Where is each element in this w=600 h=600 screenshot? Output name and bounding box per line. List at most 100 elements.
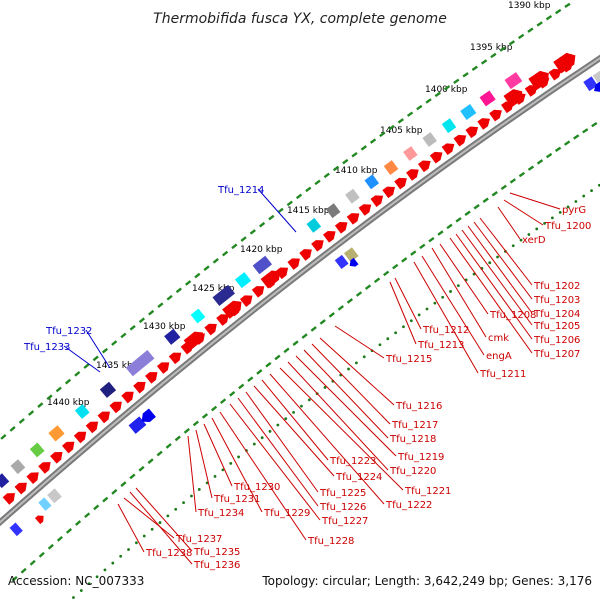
scale-dot <box>95 575 99 579</box>
gc-mark <box>373 277 381 284</box>
gc-mark <box>471 65 479 72</box>
forward-gene-arrow <box>406 169 419 181</box>
label-leader-line <box>123 497 175 539</box>
gc-mark <box>517 33 525 40</box>
kbp-tick-label: 1420 kbp <box>240 245 283 255</box>
gc-mark <box>292 340 299 346</box>
gene-category-block <box>460 104 477 120</box>
gc-mark <box>328 312 335 318</box>
gc-mark <box>129 324 136 331</box>
gc-mark <box>231 243 238 250</box>
forward-gene-arrow <box>85 421 99 434</box>
label-leader-line <box>261 379 329 461</box>
scale-dot <box>362 355 366 359</box>
forward-gene-arrow <box>204 323 217 336</box>
scale-dot <box>103 568 107 572</box>
label-leader-line <box>257 188 297 233</box>
gc-mark <box>337 305 344 311</box>
gc-mark <box>464 210 471 216</box>
gc-mark <box>157 302 164 309</box>
gc-mark <box>175 287 182 294</box>
scale-dot <box>496 255 499 259</box>
gene-label: cmk <box>488 333 509 344</box>
gc-mark <box>120 481 127 487</box>
gc-mark <box>406 111 414 117</box>
forward-gene-arrow <box>299 249 312 261</box>
gc-mark <box>342 158 349 165</box>
gene-category-block <box>403 146 418 161</box>
gene-label: pyrG <box>562 205 586 216</box>
gene-category-block <box>504 72 523 90</box>
gene-category-block <box>212 284 235 306</box>
gc-mark <box>295 193 303 200</box>
gene-label: Tfu_1219 <box>397 452 444 463</box>
gc-mark <box>238 383 245 390</box>
forward-gene-arrow <box>417 160 431 173</box>
label-leader-line <box>279 367 404 491</box>
gc-mark <box>397 118 404 124</box>
label-leader-line <box>237 397 319 507</box>
gc-mark <box>482 197 489 203</box>
gc-mark <box>93 504 100 511</box>
gc-mark <box>256 369 263 375</box>
scale-dot <box>558 210 562 214</box>
scale-dot <box>119 554 123 558</box>
reverse-gene-block <box>38 497 52 511</box>
scale-dot <box>87 582 91 586</box>
gc-mark <box>462 72 469 78</box>
scale-dot <box>402 325 405 329</box>
gc-mark <box>428 236 435 243</box>
forward-gene-arrow <box>358 204 372 216</box>
reverse-gene-arrow <box>593 81 600 93</box>
gc-mark <box>212 258 219 264</box>
reverse-gene-block <box>9 522 23 537</box>
gene-category-block <box>252 255 273 275</box>
gene-category-block <box>364 174 380 190</box>
scale-dot <box>456 284 460 288</box>
gc-mark <box>518 171 526 178</box>
gc-mark <box>360 145 367 151</box>
label-leader-line <box>413 261 479 374</box>
forward-gene-arrow <box>156 362 170 374</box>
forward-gene-arrow <box>489 109 502 122</box>
label-leader-line <box>229 403 321 521</box>
genome-summary-text: Topology: circular; Length: 3,642,249 bp… <box>261 574 592 588</box>
forward-gene-arrow <box>2 493 16 505</box>
gene-label: Tfu_1227 <box>321 516 368 527</box>
scale-dot <box>111 561 115 565</box>
gc-mark <box>274 354 281 361</box>
kbp-tick-label: 1435 kbp <box>96 361 139 371</box>
gc-mark <box>555 8 562 15</box>
scale-dot <box>417 313 421 317</box>
forward-gene-arrow <box>323 231 336 243</box>
gc-mark <box>434 91 441 98</box>
gc-mark <box>240 236 247 242</box>
label-leader-line <box>287 361 389 471</box>
scale-dot <box>252 442 256 446</box>
label-leader-line <box>467 225 533 314</box>
gene-label: Tfu_1233 <box>23 342 70 353</box>
gene-label: Tfu_1202 <box>533 281 580 292</box>
scale-dot <box>221 468 225 472</box>
forward-gene-arrow <box>275 267 289 280</box>
gc-mark <box>536 159 544 165</box>
reverse-gene-block <box>47 488 62 504</box>
gene-label: Tfu_1221 <box>404 486 451 497</box>
forward-gene-arrow <box>251 286 265 298</box>
gc-mark <box>247 376 254 382</box>
scale-dot <box>441 295 445 299</box>
kbp-tick-label: 1425 kbp <box>192 284 235 294</box>
scale-dot <box>449 290 452 293</box>
gc-mark <box>20 567 27 574</box>
gc-mark <box>286 200 293 207</box>
scale-dot <box>386 337 390 341</box>
gene-category-block <box>441 118 457 134</box>
gene-label: Tfu_1238 <box>145 548 192 559</box>
scale-dot <box>268 429 272 433</box>
gene-category-block <box>190 308 206 324</box>
accession-text: Accession: NC_007333 <box>8 574 144 588</box>
reverse-gene-block <box>583 76 598 92</box>
gc-mark <box>28 410 35 416</box>
reverse-gene-block <box>334 254 349 270</box>
forward-gene-arrow <box>216 314 229 326</box>
